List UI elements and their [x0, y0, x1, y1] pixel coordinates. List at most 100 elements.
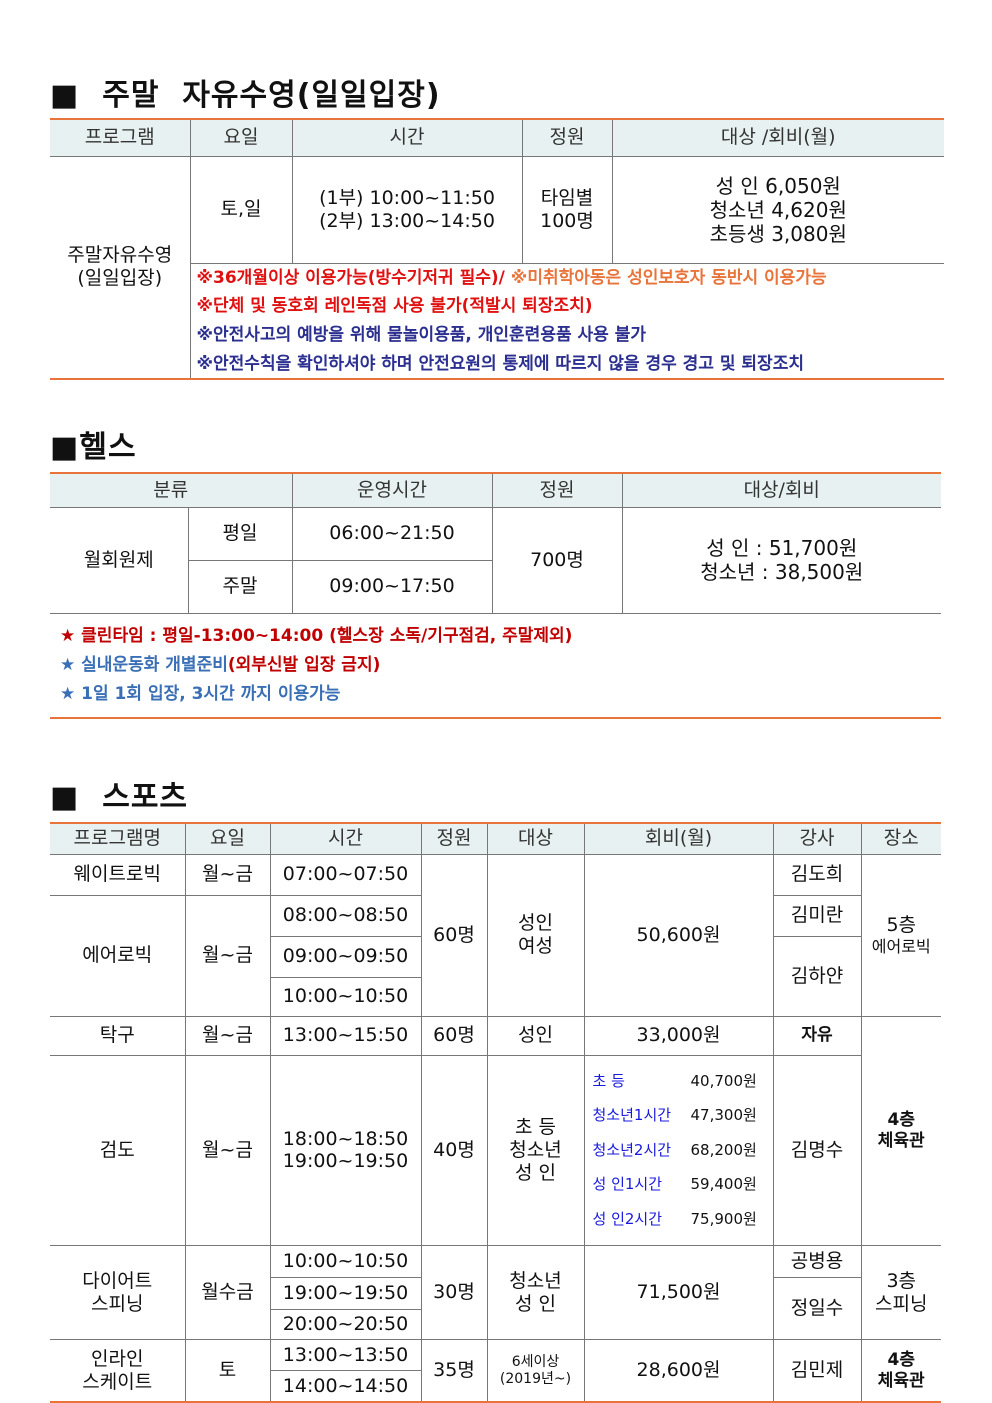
note-entry-text: 1일 1회 입장, 3시간 까지 이용가능	[81, 683, 341, 704]
note-child-text: ※미취학아동은 성인보호자 동반시 이용가능	[510, 267, 827, 288]
fee-label: 초 등	[592, 1071, 625, 1090]
fee-label: 청소년2시간	[592, 1140, 672, 1159]
capacity: 60명	[420, 1015, 488, 1056]
time: 10:00~10:50	[270, 976, 421, 1017]
health-notes: ★ 클린타임 : 평일-13:00~14:00 (헬스장 소독/기구점검, 주말…	[50, 613, 941, 718]
note-clean: ★ 클린타임 : 평일-13:00~14:00 (헬스장 소독/기구점검, 주말…	[60, 622, 931, 651]
capacity: 700명	[491, 506, 623, 614]
note-shoes-warning: (외부신발 입장 금지)	[227, 654, 381, 675]
fee-label: 청소년1시간	[592, 1106, 672, 1125]
time: 18:00~18:50 19:00~19:50	[269, 1054, 422, 1247]
place-room: 에어로빅	[871, 936, 931, 956]
header-time: 시간	[269, 822, 422, 855]
capacity: 60명	[420, 853, 488, 1017]
fee-item: 청소년1시간 47,300원	[592, 1106, 773, 1125]
program-name: 에어로빅	[50, 894, 186, 1017]
header-target: 대상	[486, 822, 585, 855]
target: 성인 여성	[486, 853, 585, 1017]
fee-value: 68,200원	[690, 1140, 757, 1159]
target: 6세이상 (2019년~)	[486, 1339, 585, 1403]
star-icon: ★	[60, 625, 76, 646]
header-type: 분류	[50, 472, 293, 508]
header-fee: 대상/회비	[621, 472, 941, 508]
time: 10:00~10:50	[269, 1245, 422, 1279]
header-place: 장소	[860, 822, 941, 855]
note-shoes: ★ 실내운동화 개별준비(외부신발 입장 금지)	[60, 651, 931, 680]
place: 5층 에어로빅	[860, 853, 941, 1017]
program-name: 인라인 스케이트	[50, 1339, 186, 1403]
header-program: 프로그램	[50, 118, 191, 157]
time: 13:00~15:50	[269, 1015, 422, 1056]
note-age: ※36개월이상 이용가능(방수기저귀 필수)/ ※미취학아동은 성인보호자 동반…	[190, 263, 944, 292]
teacher: 김민제	[772, 1339, 862, 1403]
fee-value: 47,300원	[690, 1106, 757, 1125]
time: 14:00~14:50	[270, 1370, 421, 1403]
fee-item: 초 등 40,700원	[592, 1071, 773, 1090]
teacher: 자유	[772, 1015, 862, 1056]
note-rules: ※안전수칙을 확인하셔야 하며 안전요원의 통제에 따르지 않을 경우 경고 및…	[196, 353, 804, 374]
place: 4층 체육관	[860, 1015, 941, 1247]
time: 13:00~13:50	[269, 1339, 422, 1372]
header-hours: 운영시간	[291, 472, 493, 508]
times: (1부) 10:00~11:50 (2부) 13:00~14:50	[291, 155, 523, 264]
star-icon: ★	[60, 654, 76, 675]
header-capacity: 정원	[420, 822, 488, 855]
teacher: 정일수	[772, 1277, 861, 1341]
fee-list: 초 등 40,700원 청소년1시간 47,300원 청소년2시간 68,200원 성…	[583, 1054, 774, 1247]
swim-table: 프로그램 요일 시간 정원 대상 /회비(월) 주말자유수영 (일일입장) 토,일 (1부)…	[50, 118, 944, 380]
place-floor: 5층	[886, 914, 917, 936]
capacity: 35명	[420, 1339, 488, 1403]
header-day: 요일	[184, 822, 271, 855]
fee-item: 성 인2시간 75,900원	[592, 1209, 773, 1228]
header-teacher: 강사	[772, 822, 862, 855]
capacity: 40명	[420, 1054, 488, 1247]
day: 월~금	[184, 853, 271, 896]
section-title-swim: ■ 주말 자유수영(일일입장)	[50, 78, 441, 113]
time: 19:00~19:50	[270, 1277, 422, 1311]
capacity: 타임별 100명	[521, 155, 613, 264]
days: 토,일	[189, 155, 293, 264]
section-title-health: ■헬스	[50, 430, 137, 465]
time: 20:00~20:50	[270, 1309, 421, 1341]
health-table: 분류 운영시간 정원 대상/회비 월회원제 평일 06:00~21:50 700명 성 인 :…	[50, 472, 941, 719]
teacher: 공병용	[772, 1245, 862, 1279]
teacher: 김도희	[772, 853, 862, 896]
fee-value: 59,400원	[690, 1175, 757, 1194]
header-capacity: 정원	[491, 472, 623, 508]
header-program: 프로그램명	[50, 822, 186, 855]
note-entry: ★ 1일 1회 입장, 3시간 까지 이용가능	[60, 680, 931, 709]
note-safety: ※안전사고의 예방을 위해 물놀이용품, 개인훈련용품 사용 불가	[196, 325, 647, 346]
header-day: 요일	[189, 118, 293, 157]
teacher: 김하얀	[772, 935, 861, 1017]
capacity: 30명	[420, 1245, 488, 1341]
sports-table: 프로그램명 요일 시간 정원 대상 회비(월) 강사 장소 웨이트로빅 월~금 07:00~07:…	[50, 822, 941, 1403]
fee: 28,600원	[583, 1339, 774, 1403]
fee-label: 성 인1시간	[592, 1175, 663, 1194]
membership-type: 월회원제	[50, 506, 189, 614]
day: 월~금	[184, 1015, 271, 1056]
target: 초 등 청소년 성 인	[486, 1054, 585, 1247]
day-weekend: 주말	[188, 559, 293, 614]
fee-item: 성 인1시간 59,400원	[592, 1175, 773, 1194]
program-name: 웨이트로빅	[50, 853, 186, 896]
program-name: 주말자유수영 (일일입장)	[50, 155, 191, 380]
header-time: 시간	[291, 118, 523, 157]
time: 08:00~08:50	[269, 894, 422, 937]
time-weekend: 09:00~17:50	[291, 559, 492, 614]
fee-value: 75,900원	[690, 1209, 757, 1228]
fee-value: 40,700원	[690, 1071, 757, 1090]
note-clean-text: 클린타임 : 평일-13:00~14:00 (헬스장 소독/기구점검, 주말제외…	[81, 625, 573, 646]
note-group: ※단체 및 동호회 레인독점 사용 불가(적발시 퇴장조치)	[196, 296, 593, 317]
star-icon: ★	[60, 683, 76, 704]
time-weekday: 06:00~21:50	[291, 506, 493, 561]
fee: 33,000원	[583, 1015, 774, 1056]
fee-label: 성 인2시간	[592, 1209, 663, 1228]
note-age-text: ※36개월이상 이용가능(방수기저귀 필수)/	[196, 267, 505, 288]
fee-item: 청소년2시간 68,200원	[592, 1140, 773, 1159]
program-name: 탁구	[50, 1015, 186, 1056]
teacher: 김명수	[772, 1054, 861, 1247]
time: 07:00~07:50	[269, 853, 422, 896]
day: 월~금	[184, 1054, 271, 1247]
time: 09:00~09:50	[270, 935, 422, 978]
place: 3층 스피닝	[860, 1245, 941, 1341]
